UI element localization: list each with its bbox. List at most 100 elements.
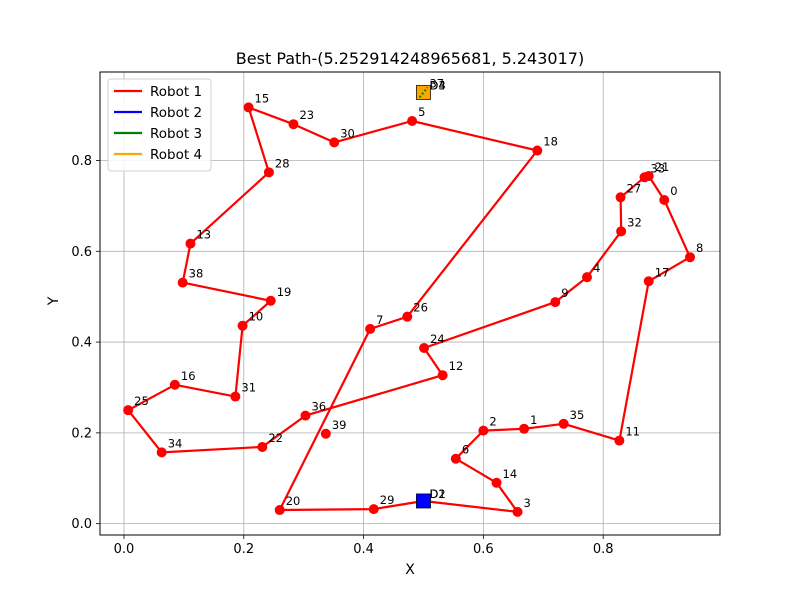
node-label-34: 34 xyxy=(168,436,183,450)
x-axis-label: X xyxy=(405,562,415,578)
node-label-33: 33 xyxy=(651,161,666,175)
node-label-3: 3 xyxy=(524,496,531,510)
node-point-27 xyxy=(615,192,626,203)
node-point-31 xyxy=(230,391,241,402)
y-tick-label: 0.6 xyxy=(71,245,92,260)
node-label-17: 17 xyxy=(655,265,670,279)
y-tick-label: 0.8 xyxy=(71,154,92,169)
depot-label-d2: D2 xyxy=(429,487,445,501)
node-label-21: 21 xyxy=(655,160,670,174)
legend-entry-robot-3: Robot 3 xyxy=(150,126,202,142)
node-point-18 xyxy=(532,145,543,156)
node-point-12 xyxy=(437,370,448,381)
depot-marker-d4 xyxy=(416,85,431,100)
node-label-2: 2 xyxy=(489,415,496,429)
depot-label-d4: D4 xyxy=(429,78,445,92)
node-point-5 xyxy=(407,116,418,127)
x-tick-label: 0.2 xyxy=(233,542,254,557)
node-point-26 xyxy=(402,311,413,322)
node-label-24: 24 xyxy=(430,332,445,346)
node-point-2 xyxy=(478,425,489,436)
node-label-19: 19 xyxy=(277,285,292,299)
node-label-9: 9 xyxy=(561,286,568,300)
axes-frame xyxy=(99,71,721,536)
node-point-30 xyxy=(329,137,340,148)
node-point-19 xyxy=(265,295,276,306)
node-point-11 xyxy=(614,435,625,446)
node-label-39: 39 xyxy=(332,418,347,432)
y-tick-label: 0.2 xyxy=(71,426,92,441)
x-axis: 0.0 0.2 0.4 0.6 0.8 xyxy=(114,535,614,557)
x-tick-label: 0.6 xyxy=(473,542,494,557)
node-point-10 xyxy=(237,320,248,331)
node-point-17 xyxy=(643,276,654,287)
node-point-1 xyxy=(519,423,530,434)
node-label-20: 20 xyxy=(286,494,301,508)
node-point-38 xyxy=(177,277,188,288)
node-label-4: 4 xyxy=(593,261,600,275)
node-label-30: 30 xyxy=(340,126,355,140)
node-point-22 xyxy=(257,441,268,452)
node-label-32: 32 xyxy=(627,215,642,229)
node-label-1: 1 xyxy=(530,413,537,427)
node-label-38: 38 xyxy=(189,267,204,281)
node-label-27: 27 xyxy=(627,181,642,195)
legend-entry-robot-2: Robot 2 xyxy=(150,105,202,121)
legend-entry-robot-1: Robot 1 xyxy=(150,84,202,100)
node-label-15: 15 xyxy=(255,91,270,105)
node-label-13: 13 xyxy=(196,228,211,242)
node-point-4 xyxy=(582,272,593,283)
legend: Robot 1 Robot 2 Robot 3 Robot 4 xyxy=(107,78,212,172)
legend-box xyxy=(107,78,212,172)
node-label-16: 16 xyxy=(181,369,196,383)
node-label-12: 12 xyxy=(449,359,464,373)
node-point-14 xyxy=(491,477,502,488)
node-point-13 xyxy=(185,238,196,249)
x-tick-label: 0.0 xyxy=(114,542,135,557)
node-label-5: 5 xyxy=(418,105,425,119)
node-label-6: 6 xyxy=(462,443,469,457)
node-point-33 xyxy=(639,172,650,183)
depot-label-d3: D3 xyxy=(429,78,445,92)
series-line-robot-1 xyxy=(127,106,692,513)
y-axis-label: Y xyxy=(46,296,62,306)
node-point-6 xyxy=(450,453,461,464)
node-point-20 xyxy=(274,505,285,516)
node-label-31: 31 xyxy=(241,381,256,395)
node-label-36: 36 xyxy=(311,400,326,414)
legend-entry-robot-4: Robot 4 xyxy=(150,147,202,163)
depot-label-d1: D1 xyxy=(429,487,445,501)
node-point-15 xyxy=(243,102,254,113)
node-point-39 xyxy=(320,428,331,439)
depot-marker-d2 xyxy=(416,493,431,509)
node-label-11: 11 xyxy=(625,425,640,439)
x-tick-label: 0.8 xyxy=(593,542,614,557)
plot-area: 0123456789101112131415161718192021222324… xyxy=(123,76,703,517)
node-point-0 xyxy=(659,195,670,206)
node-point-29 xyxy=(368,504,379,515)
node-point-28 xyxy=(263,167,274,178)
node-label-37: 37 xyxy=(429,76,444,90)
node-point-16 xyxy=(169,379,180,390)
node-point-9 xyxy=(550,297,561,308)
node-label-7: 7 xyxy=(376,313,383,327)
node-label-18: 18 xyxy=(543,135,558,149)
y-tick-label: 0.0 xyxy=(71,517,92,532)
node-point-35 xyxy=(558,418,569,429)
node-point-8 xyxy=(685,252,696,263)
y-axis: 0.0 0.2 0.4 0.6 0.8 xyxy=(71,154,100,532)
grid xyxy=(100,72,720,535)
node-label-8: 8 xyxy=(696,241,703,255)
node-point-7 xyxy=(365,323,376,334)
node-label-0: 0 xyxy=(670,184,677,198)
node-point-36 xyxy=(300,410,311,421)
node-label-22: 22 xyxy=(268,431,283,445)
node-label-35: 35 xyxy=(570,408,585,422)
y-tick-label: 0.4 xyxy=(71,336,92,351)
node-label-28: 28 xyxy=(275,156,290,170)
node-label-29: 29 xyxy=(380,493,395,507)
chart-title: Best Path-(5.252914248965681, 5.243017) xyxy=(236,49,584,68)
x-tick-label: 0.4 xyxy=(353,542,374,557)
node-point-25 xyxy=(123,405,134,416)
